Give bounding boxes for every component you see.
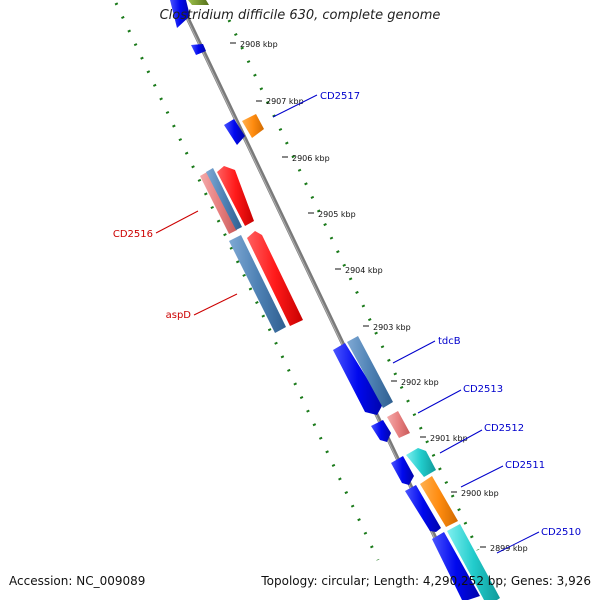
tick-label-2901: 2901 kbp [430, 434, 468, 443]
gene-cd2510-blue[interactable] [432, 532, 480, 600]
gene-label-aspd[interactable]: aspD [166, 310, 192, 321]
gene-cd2511-blue[interactable] [405, 485, 441, 532]
gene-label-cd2511[interactable]: CD2511 [505, 460, 545, 471]
leader-cd2513 [417, 389, 462, 414]
gene-label-cd2517[interactable]: CD2517 [320, 91, 360, 102]
gene-cd2517[interactable] [242, 114, 264, 138]
tick-marks: 2908 kbp 2907 kbp 2906 kbp 2905 kbp 2904… [230, 40, 528, 553]
tick-label-2907: 2907 kbp [266, 97, 304, 106]
tick-label-2904: 2904 kbp [345, 266, 383, 275]
gene-tdcb-steel[interactable] [347, 336, 393, 408]
gene-cd2510-cyan[interactable] [447, 524, 500, 600]
gene-label-cd2516[interactable]: CD2516 [113, 229, 153, 240]
leader-tdcb [392, 340, 436, 364]
gene-top-olive[interactable] [188, 0, 209, 5]
tick-label-2906: 2906 kbp [292, 154, 330, 163]
leader-cd2510 [496, 531, 540, 554]
gene-label-cd2512[interactable]: CD2512 [484, 423, 524, 434]
tick-label-2905: 2905 kbp [318, 210, 356, 219]
gene-cd2516-steel[interactable] [206, 168, 242, 230]
gene-top-blue-a[interactable] [170, 0, 190, 28]
gene-aspd-red[interactable] [247, 231, 303, 326]
accession-text: Accession: NC_009089 [9, 574, 146, 588]
leader-cd2516 [155, 210, 199, 234]
outer-dotted-track [114, 2, 380, 561]
leader-cd2512 [439, 429, 483, 454]
tick-label-2903: 2903 kbp [373, 323, 411, 332]
tick-label-2900: 2900 kbp [461, 489, 499, 498]
gene-cd2513-pink[interactable] [387, 411, 410, 438]
genome-summary-text: Topology: circular; Length: 4,290,252 bp… [261, 574, 591, 588]
gene-label-tdcb[interactable]: tdcB [438, 336, 461, 347]
leader-aspd [193, 293, 238, 316]
gene-cd2513-blue[interactable] [371, 420, 391, 442]
gene-red-upper[interactable] [217, 166, 254, 226]
gene-blue-2907[interactable] [224, 119, 245, 145]
leader-cd2517 [272, 94, 318, 118]
gene-cd2512-blue[interactable] [391, 456, 414, 485]
gene-top-blue-b[interactable] [191, 44, 206, 55]
gene-tdcb-blue[interactable] [333, 343, 383, 415]
gene-label-cd2510[interactable]: CD2510 [541, 527, 581, 538]
genome-title: Clostridium difficile 630, complete geno… [159, 8, 441, 23]
leader-cd2511 [460, 465, 504, 488]
gene-cd2516-pink[interactable] [200, 172, 237, 234]
tick-label-2908: 2908 kbp [240, 40, 278, 49]
tick-label-2902: 2902 kbp [401, 378, 439, 387]
tick-label-2899: 2899 kbp [490, 544, 528, 553]
gene-label-cd2513[interactable]: CD2513 [463, 384, 503, 395]
gene-cd2512-cyan[interactable] [406, 448, 436, 477]
gene-aspd-steel[interactable] [229, 235, 286, 333]
gene-cd2511-orange[interactable] [420, 476, 458, 527]
